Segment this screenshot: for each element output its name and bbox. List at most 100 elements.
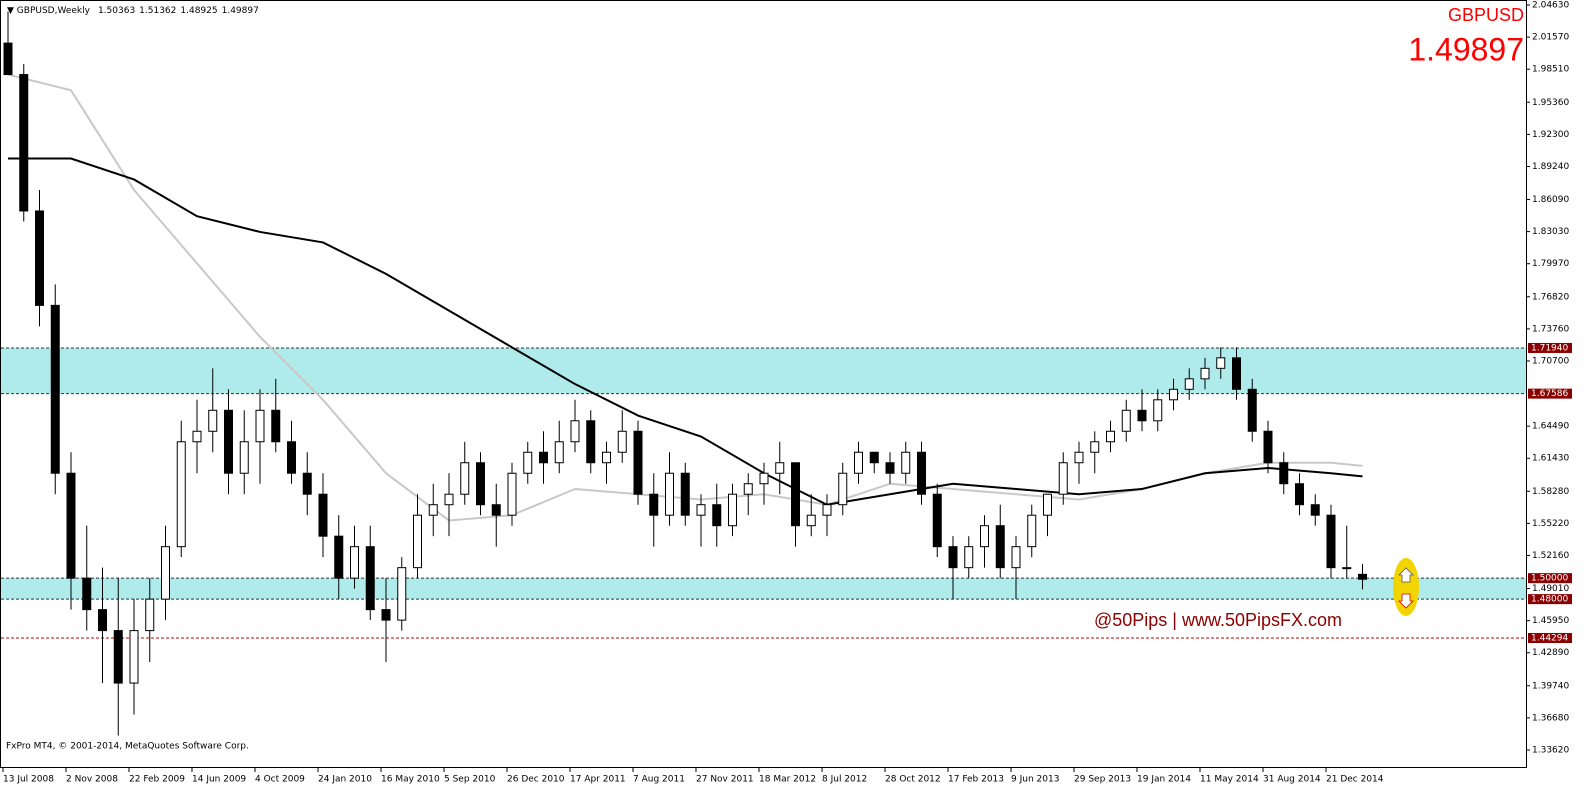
candle-body <box>633 430 643 495</box>
y-tick-label: 1.79970 <box>1532 259 1569 269</box>
x-tick-label: 4 Oct 2009 <box>255 775 305 785</box>
candle-body <box>1295 483 1304 506</box>
candle-body <box>523 451 533 474</box>
candle-body <box>995 525 1005 569</box>
x-tick-label: 24 Jan 2010 <box>318 775 372 785</box>
candle-body <box>318 493 328 537</box>
candle-body <box>1358 573 1367 580</box>
candle-body <box>350 546 359 579</box>
y-tick-label: 1.49010 <box>1532 584 1569 594</box>
x-tick-label: 5 Sep 2010 <box>444 775 496 785</box>
level-label-bg <box>1528 633 1572 644</box>
candle-body <box>3 42 13 76</box>
signal-marker <box>1393 558 1419 616</box>
x-tick-label: 19 Jan 2014 <box>1137 775 1191 785</box>
level-label: 1.67586 <box>1531 389 1568 399</box>
zone <box>1 578 1526 600</box>
x-tick-label: 16 May 2010 <box>381 775 440 785</box>
y-tick-label: 2.04630 <box>1532 1 1569 11</box>
candle-body <box>680 472 690 516</box>
candle-body <box>1153 399 1163 422</box>
x-tick-label: 11 May 2014 <box>1200 775 1259 785</box>
header-close: 1.49897 <box>222 6 259 16</box>
candle-body <box>129 630 139 684</box>
candle-body <box>838 472 848 506</box>
candle-body <box>570 420 580 443</box>
candle-body <box>539 451 548 464</box>
candle-body <box>224 409 233 474</box>
y-tick-label: 1.83030 <box>1532 227 1569 237</box>
candle-body <box>617 430 627 453</box>
y-tick-label: 1.52160 <box>1532 551 1569 561</box>
candle-body <box>743 483 753 495</box>
zone <box>1 347 1526 394</box>
candle-body <box>476 462 485 506</box>
level-label: 1.44294 <box>1531 634 1568 644</box>
header-title: GBPUSD,Weekly <box>17 6 91 16</box>
header-low: 1.48925 <box>180 6 217 16</box>
candle-body <box>1043 493 1052 516</box>
candle-body <box>791 462 800 527</box>
candle-body <box>413 514 422 569</box>
candle-body <box>1074 451 1084 464</box>
candle-body <box>822 504 832 516</box>
candle-body <box>113 630 123 684</box>
last-price: 1.49897 <box>1408 31 1524 67</box>
candle-body <box>932 493 942 548</box>
candle-body <box>712 504 722 527</box>
candle-body <box>1263 430 1273 464</box>
candle-body <box>1279 462 1289 485</box>
x-tick-label: 18 Mar 2012 <box>759 775 816 785</box>
x-tick-label: 7 Aug 2011 <box>633 775 685 785</box>
candle-body <box>854 451 863 474</box>
x-tick-label: 13 Jul 2008 <box>3 775 54 785</box>
candle-body <box>917 451 926 495</box>
candle-body <box>1342 567 1352 570</box>
candle-body <box>1121 409 1131 432</box>
x-tick-label: 17 Apr 2011 <box>570 775 626 785</box>
x-tick-label: 26 Dec 2010 <box>507 775 565 785</box>
header-high: 1.51362 <box>139 6 176 16</box>
candle-body <box>1058 462 1068 495</box>
moving-average <box>8 157 1363 506</box>
candle-body <box>1184 378 1194 390</box>
chart-header: ▼ GBPUSD,Weekly 1.50363 1.51362 1.48925 1.49… <box>7 6 259 16</box>
x-tick-label: 22 Feb 2009 <box>129 775 185 785</box>
x-tick-label: 31 Aug 2014 <box>1263 775 1321 785</box>
x-tick-label: 27 Nov 2011 <box>696 775 754 785</box>
candle-body <box>35 210 44 306</box>
candle-body <box>901 451 911 474</box>
candle-body <box>806 514 816 527</box>
candle-body <box>287 441 296 474</box>
candle-body <box>1216 357 1226 369</box>
candle-body <box>19 74 29 212</box>
candle-body <box>980 525 989 548</box>
y-tick-label: 1.64490 <box>1532 422 1569 432</box>
candle-body <box>1310 504 1320 516</box>
candle-body <box>82 577 92 611</box>
candle-body <box>192 430 202 443</box>
candle-body <box>1137 409 1147 422</box>
y-tick-label: 1.36680 <box>1532 713 1569 723</box>
x-tick-label: 28 Oct 2012 <box>885 775 941 785</box>
candle-body <box>1232 357 1241 390</box>
candle-body <box>665 472 674 516</box>
level-label-bg <box>1528 388 1572 399</box>
candle-body <box>602 451 611 464</box>
y-tick-label: 1.58280 <box>1532 487 1569 497</box>
y-tick-label: 1.92300 <box>1532 130 1569 140</box>
candle-body <box>649 493 659 516</box>
candle-body <box>428 504 438 516</box>
y-tick-label: 2.01570 <box>1532 33 1569 43</box>
up-arrow <box>1398 567 1414 583</box>
candle-body <box>334 535 344 579</box>
level-label-bg <box>1528 594 1572 605</box>
candle-body <box>1326 514 1336 569</box>
candle-body <box>1011 546 1021 569</box>
x-tick-label: 8 Jul 2012 <box>822 775 867 785</box>
y-tick-label: 1.98510 <box>1532 65 1569 75</box>
y-tick-label: 1.61430 <box>1532 454 1569 464</box>
y-tick-label: 1.86090 <box>1532 195 1569 205</box>
candle-body <box>397 567 407 621</box>
